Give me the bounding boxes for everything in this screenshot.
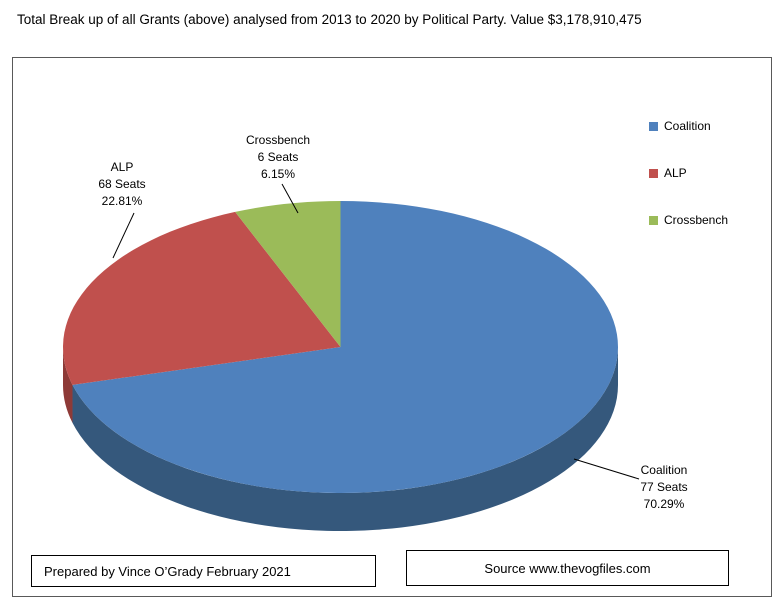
chart-frame: Crossbench 6 Seats 6.15% ALP 68 Seats 22.81%… bbox=[12, 57, 772, 597]
pie-side-alp bbox=[63, 347, 73, 423]
pie-slice-alp bbox=[63, 211, 341, 385]
pie-slice-crossbench bbox=[235, 201, 341, 347]
prepared-by-box: Prepared by Vince O’Grady February 2021 bbox=[31, 555, 376, 587]
callout-party: Crossbench bbox=[245, 133, 311, 147]
pie-slice-coalition bbox=[72, 201, 618, 493]
source-text: Source www.thevogfiles.com bbox=[484, 560, 651, 576]
legend-swatch-icon bbox=[649, 215, 658, 225]
leader-line-coalition bbox=[573, 458, 640, 480]
legend-item-alp: ALP bbox=[649, 166, 728, 180]
leader-lines-group bbox=[112, 183, 640, 480]
pie-slices-group bbox=[63, 201, 618, 532]
callout-percent: 70.29% bbox=[643, 497, 685, 511]
leader-line-crossbench bbox=[281, 183, 299, 214]
chart-title: Total Break up of all Grants (above) ana… bbox=[17, 12, 642, 27]
callout-percent: 6.15% bbox=[260, 167, 296, 181]
callout-seats: 6 Seats bbox=[257, 150, 299, 164]
pie-side-coalition bbox=[72, 347, 618, 532]
legend-swatch-icon bbox=[649, 121, 658, 131]
prepared-by-text: Prepared by Vince O’Grady February 2021 bbox=[44, 563, 291, 579]
callout-seats: 77 Seats bbox=[640, 480, 688, 494]
legend-item-coalition: Coalition bbox=[649, 119, 728, 133]
callout-percent: 22.81% bbox=[101, 194, 143, 208]
legend-swatch-icon bbox=[649, 168, 658, 178]
source-box: Source www.thevogfiles.com bbox=[406, 550, 729, 586]
pie-chart bbox=[63, 183, 640, 532]
legend-label: Coalition bbox=[664, 119, 711, 133]
callout-crossbench: Crossbench 6 Seats 6.15% bbox=[218, 132, 338, 183]
legend-label: Crossbench bbox=[664, 213, 729, 227]
callout-party: Coalition bbox=[640, 463, 688, 477]
legend: Coalition ALP Crossbench bbox=[649, 119, 729, 261]
callout-seats: 68 Seats bbox=[98, 177, 146, 191]
leader-line-alp bbox=[112, 212, 135, 259]
callout-alp: ALP 68 Seats 22.81% bbox=[62, 159, 182, 210]
callout-party: ALP bbox=[110, 160, 134, 174]
callout-coalition: Coalition 77 Seats 70.29% bbox=[604, 462, 724, 513]
legend-item-crossbench: Crossbench bbox=[649, 213, 729, 227]
legend-label: ALP bbox=[664, 166, 687, 180]
